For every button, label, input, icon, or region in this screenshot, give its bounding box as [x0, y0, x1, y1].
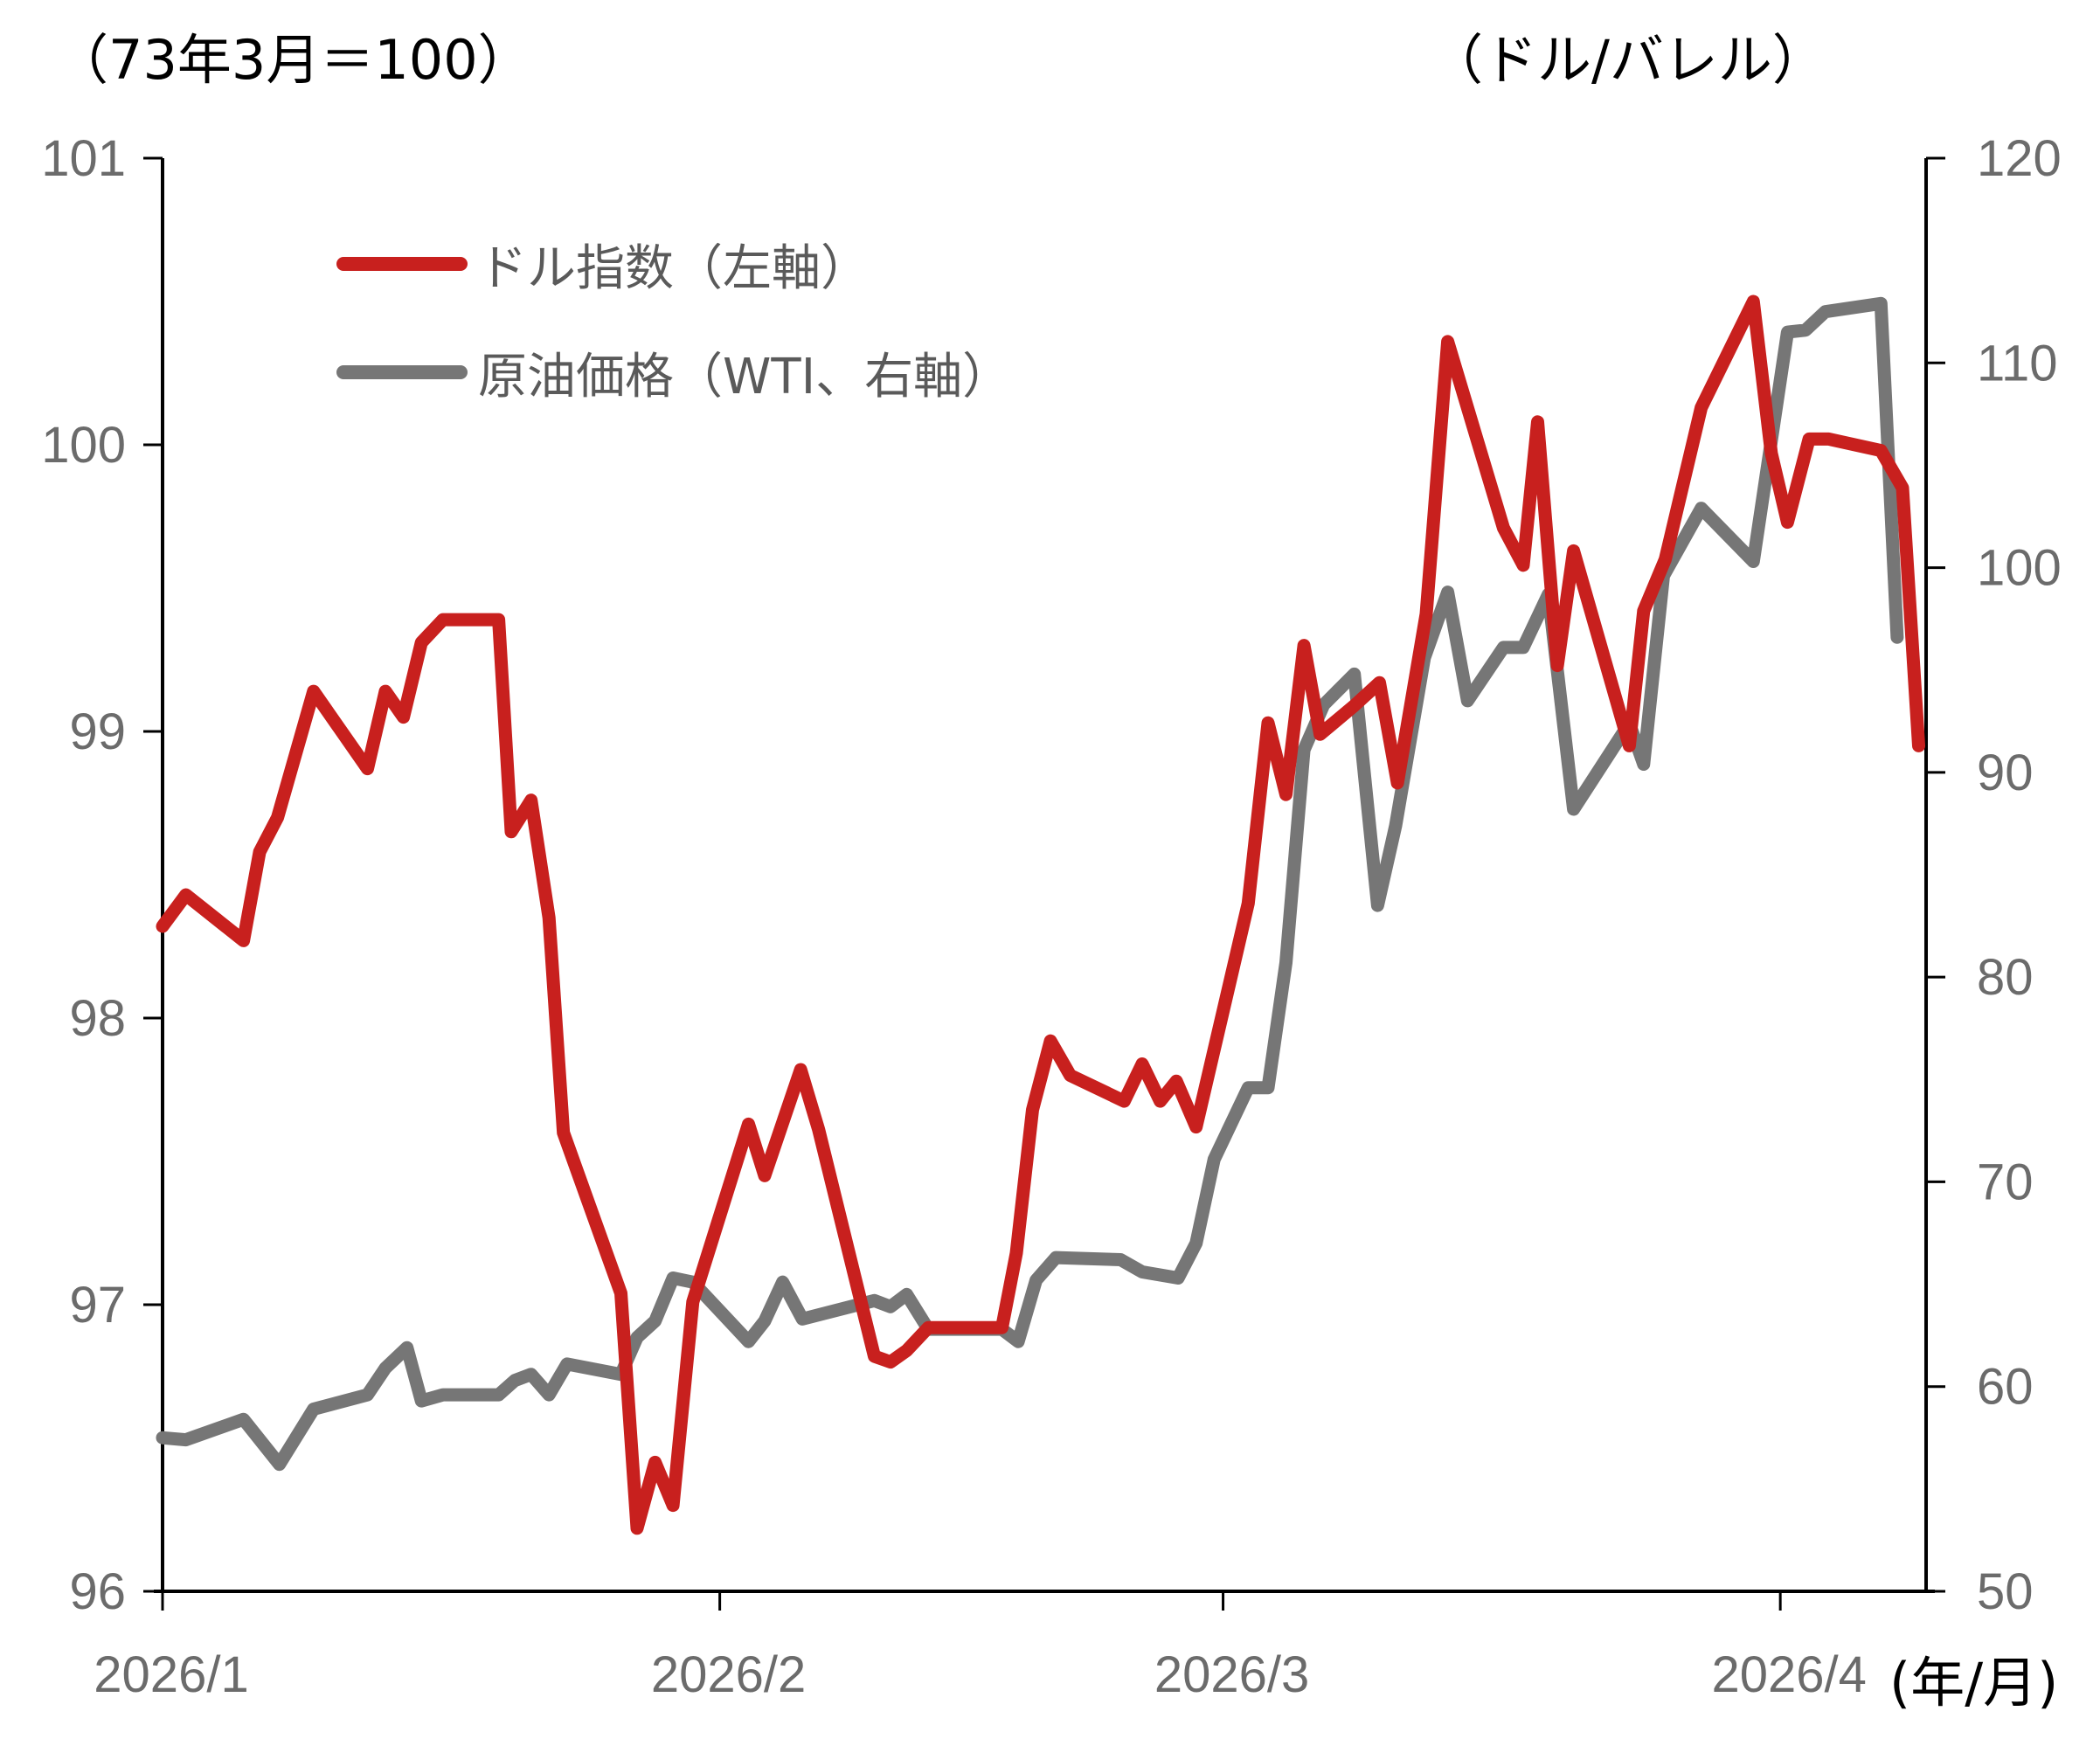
x-tick-label: 2026/3: [1154, 1646, 1309, 1703]
dollar-index-line: [156, 294, 1925, 1535]
wti-oil-price-line: [156, 296, 1904, 1472]
left-axis-unit: （73年3月＝100）: [54, 28, 532, 92]
right-tick-label: 70: [1977, 1154, 2034, 1210]
x-tick-label: 2026/2: [651, 1646, 806, 1703]
right-tick-label: 60: [1977, 1359, 2034, 1416]
x-tick-label: 2026/4: [1711, 1646, 1866, 1703]
legend-swatch-red: [336, 257, 468, 271]
left-tick-label: 100: [41, 417, 126, 474]
left-tick-label: 98: [69, 990, 126, 1047]
legend-swatch-gray: [336, 365, 468, 379]
legend-item-wti: 原油価格（WTI、右軸）: [336, 318, 1011, 426]
legend: ドル指数（左軸） 原油価格（WTI、右軸）: [336, 210, 1011, 426]
series-lines: [156, 294, 1925, 1535]
axes: 96 97 98 99 100 101 50 60 70 80 90 100 110 120 2026/1 2…: [41, 130, 2062, 1703]
left-tick-label: 96: [69, 1563, 126, 1620]
legend-item-dollar-index: ドル指数（左軸）: [336, 210, 1011, 318]
right-tick-label: 110: [1977, 335, 2057, 391]
x-axis-unit: (年/月): [1889, 1651, 2059, 1715]
right-tick-label: 80: [1977, 949, 2034, 1006]
right-tick-label: 100: [1977, 540, 2062, 597]
x-tick-label: 2026/1: [94, 1646, 248, 1703]
right-tick-label: 90: [1977, 745, 2034, 801]
left-tick-label: 97: [69, 1277, 126, 1334]
right-tick-label: 50: [1977, 1563, 2034, 1620]
right-axis-unit: （ドル/バレル）: [1429, 28, 1826, 92]
left-tick-label: 99: [69, 703, 126, 760]
legend-label: 原油価格（WTI、右軸）: [478, 348, 1012, 405]
right-tick-label: 120: [1977, 130, 2062, 187]
left-tick-label: 101: [41, 130, 126, 187]
legend-label: ドル指数（左軸）: [478, 239, 870, 297]
